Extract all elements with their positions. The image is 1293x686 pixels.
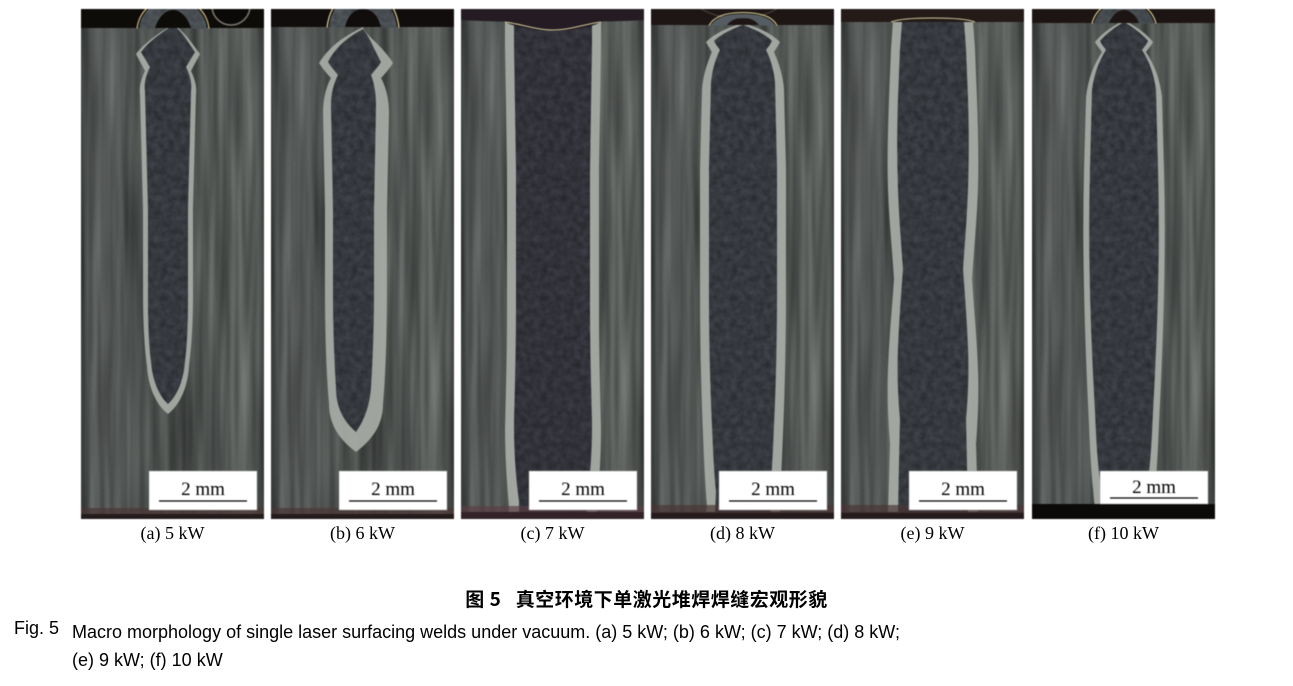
svg-text:2 mm: 2 mm xyxy=(941,479,985,500)
svg-text:2 mm: 2 mm xyxy=(561,479,605,500)
svg-text:2 mm: 2 mm xyxy=(751,479,795,500)
svg-text:2 mm: 2 mm xyxy=(371,479,415,500)
svg-text:2 mm: 2 mm xyxy=(1132,477,1176,498)
svg-text:2 mm: 2 mm xyxy=(181,479,225,500)
